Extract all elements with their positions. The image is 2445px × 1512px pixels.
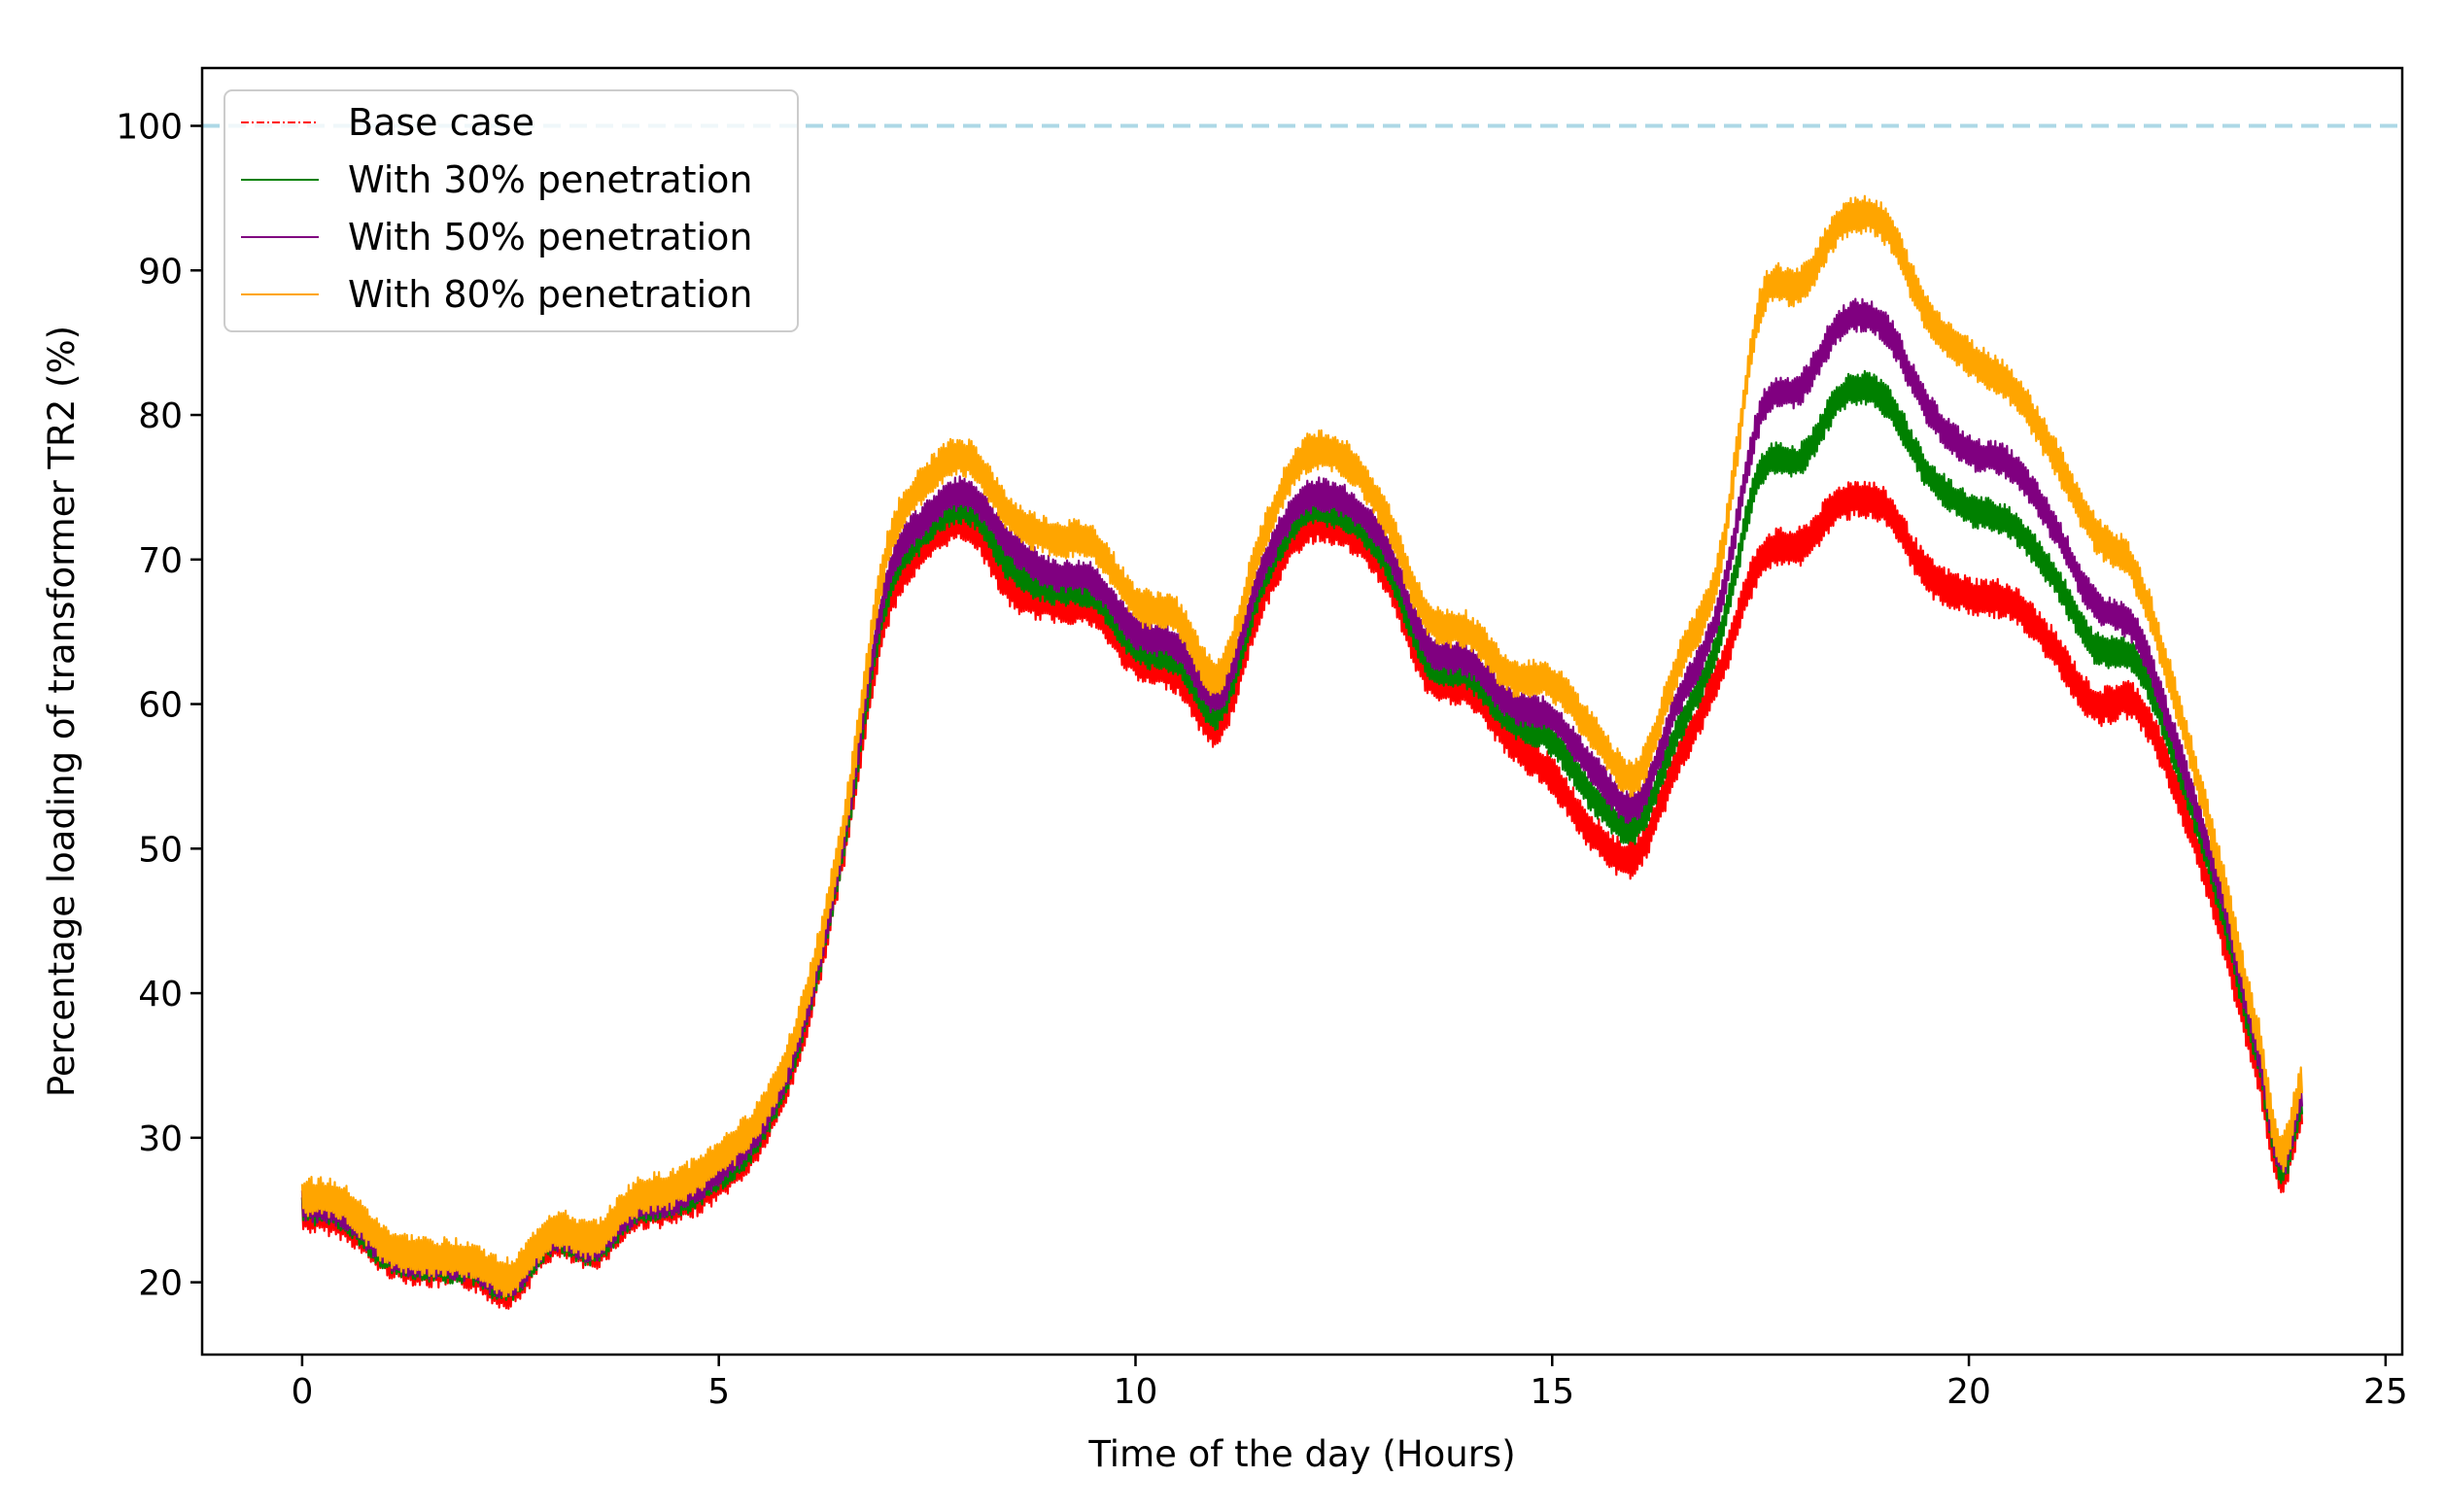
- series-layer: [300, 194, 2303, 1310]
- x-tick-label: 25: [2363, 1372, 2408, 1412]
- x-tick-label: 15: [1530, 1372, 1574, 1412]
- x-tick-label: 5: [707, 1372, 730, 1412]
- series-line-penetration-80: [300, 194, 2303, 1298]
- y-tick-label: 80: [138, 396, 183, 436]
- x-axis-label: Time of the day (Hours): [1087, 1433, 1515, 1475]
- plot-area: [200, 66, 2404, 1357]
- series-line-base-case: [300, 480, 2303, 1310]
- y-tick-label: 60: [138, 686, 183, 726]
- y-tick-label: 70: [138, 541, 183, 581]
- y-tick-label: 40: [138, 975, 183, 1014]
- y-axis-label: Percentage loading of transformer TR2 (%…: [41, 326, 83, 1097]
- legend-label-penetration-30: With 30% penetration: [348, 158, 752, 201]
- x-tick-label: 0: [291, 1372, 313, 1412]
- legend-label-penetration-80: With 80% penetration: [348, 273, 752, 316]
- axes-frame: [200, 66, 2404, 1357]
- legend-label-base-case: Base case: [348, 101, 534, 144]
- y-tick-label: 90: [138, 252, 183, 292]
- x-tick-label: 10: [1114, 1372, 1158, 1412]
- y-tick-label: 20: [138, 1264, 183, 1304]
- y-tick-label: 100: [116, 108, 183, 148]
- x-axis-ticks: 0 5 10 15 20 25: [291, 1355, 2408, 1412]
- y-tick-label: 50: [138, 830, 183, 870]
- y-tick-label: 30: [138, 1119, 183, 1159]
- legend-label-penetration-50: With 50% penetration: [348, 216, 752, 258]
- y-axis-ticks: 20 30 40 50 60 70 80 90 100: [116, 108, 202, 1304]
- legend: Base case With 30% penetration With 50% pe…: [224, 89, 799, 332]
- legend-box: [224, 89, 799, 332]
- x-tick-label: 20: [1946, 1372, 1991, 1412]
